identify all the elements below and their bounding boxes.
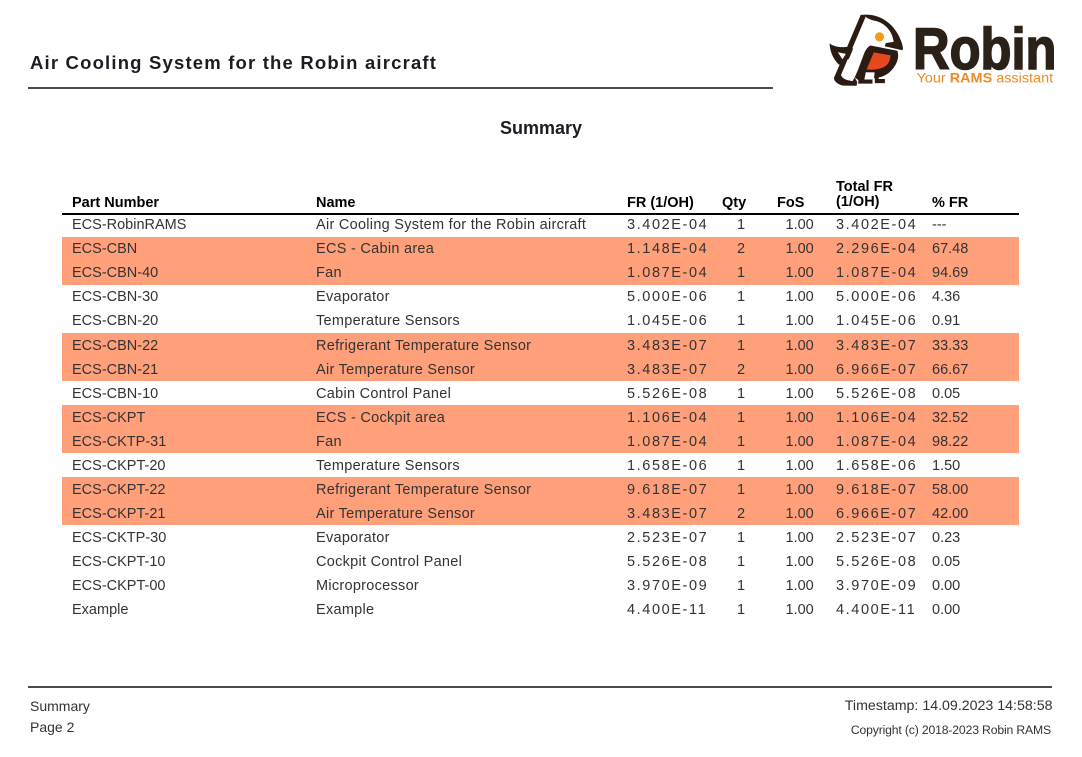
svg-text:Robin: Robin (913, 17, 1057, 82)
svg-text:Your RAMS assistant: Your RAMS assistant (917, 70, 1054, 85)
